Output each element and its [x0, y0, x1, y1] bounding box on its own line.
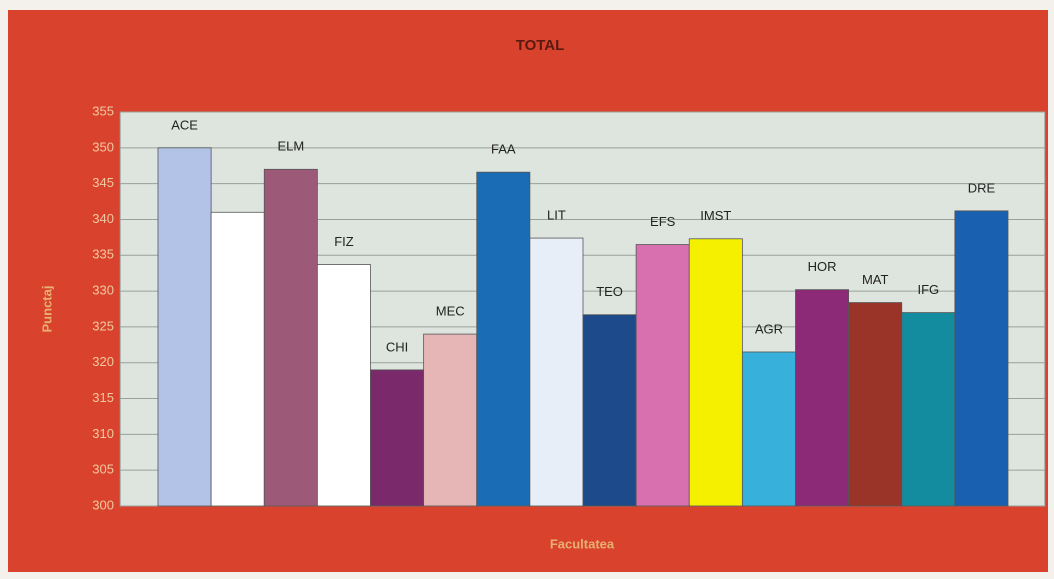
- bar: [316, 264, 371, 507]
- y-axis-label: Punctaj: [39, 286, 54, 333]
- bar-label: FAA: [491, 142, 516, 157]
- bar-label: CHI: [386, 339, 408, 354]
- bar: [263, 168, 318, 507]
- y-tick-label: 300: [92, 497, 114, 512]
- bar-label: MEC: [436, 304, 465, 319]
- bar-label: HOR: [808, 259, 837, 274]
- bar-label: IMST: [700, 208, 731, 223]
- bar: [848, 302, 903, 507]
- y-tick-label: 335: [92, 247, 114, 262]
- y-tick-label: 345: [92, 175, 114, 190]
- bar: [795, 289, 850, 507]
- y-tick-label: 305: [92, 462, 114, 477]
- bar: [370, 369, 425, 507]
- bar-label: FIZ: [334, 234, 354, 249]
- bar-label: LIT: [547, 208, 566, 223]
- bar-label: IFG: [917, 282, 939, 297]
- y-tick-label: 330: [92, 283, 114, 298]
- bar: [582, 314, 637, 507]
- bar-label: EFS: [650, 214, 676, 229]
- bar: [901, 312, 956, 507]
- bar: [476, 171, 531, 507]
- bar: [529, 237, 584, 507]
- bar-label: DRE: [968, 180, 996, 195]
- bar: [741, 351, 796, 507]
- bar: [210, 211, 265, 507]
- bar-label: ACE: [171, 117, 198, 132]
- bar: [423, 333, 478, 507]
- y-tick-label: 310: [92, 426, 114, 441]
- bar: [635, 244, 690, 507]
- y-tick-label: 325: [92, 318, 114, 333]
- bar: [954, 210, 1009, 507]
- bar-label: ELM: [277, 139, 304, 154]
- bar-label: AGR: [755, 321, 783, 336]
- x-axis-label: Facultatea: [550, 536, 615, 551]
- y-tick-label: 340: [92, 211, 114, 226]
- bar-label: MAT: [862, 272, 889, 287]
- y-tick-label: 320: [92, 354, 114, 369]
- bar: [688, 238, 743, 507]
- y-tick-label: 355: [92, 103, 114, 118]
- chart-title: TOTAL: [516, 37, 565, 54]
- y-tick-label: 315: [92, 390, 114, 405]
- y-tick-label: 350: [92, 139, 114, 154]
- bar-label: TEO: [596, 284, 623, 299]
- bar: [157, 147, 212, 507]
